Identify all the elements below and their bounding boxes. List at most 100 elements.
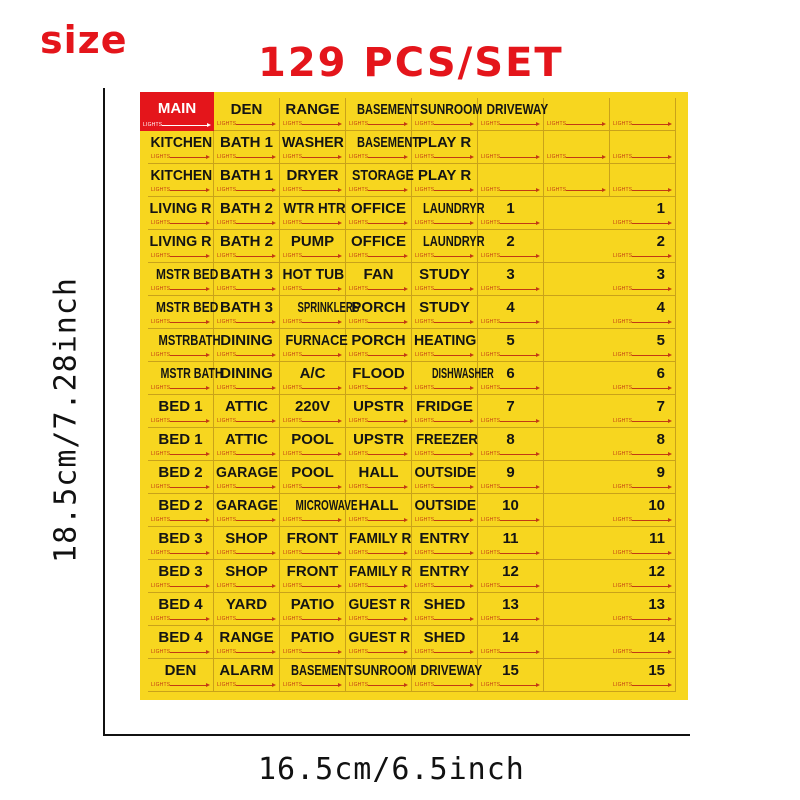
arrow-icon [368,650,408,654]
lights-sublabel: LIGHTS [481,616,501,622]
arrow-icon [170,551,210,555]
sticker-text-value: 4 [656,299,665,316]
sticker-text: 3 [544,267,675,283]
sticker-label: SPRINKLERS LIGHTS [280,296,359,329]
lights-sublabel: LIGHTS [613,451,633,457]
sticker-text: FLOOD [346,366,411,382]
sticker-label: 6 LIGHTS [544,362,676,395]
arrow-icon [236,122,276,126]
arrow-icon [434,221,474,225]
sticker-text: SUNROOM [346,663,416,679]
sticker-text: BED 3 [148,531,213,547]
sticker-label: HEATING LIGHTS [412,329,478,362]
lights-sublabel: LIGHTS [415,187,435,193]
sticker-text [478,168,543,184]
sticker-text-value: OUTSIDE [414,497,477,514]
arrow-icon [170,584,210,588]
sticker-label: LIVING R LIGHTS [148,230,214,263]
arrow-icon [368,683,408,687]
sticker-text-value: 4 [506,299,515,316]
lights-sublabel: LIGHTS [547,121,567,127]
sticker-text: SPRINKLERS [280,300,359,316]
lights-sublabel: LIGHTS [349,220,369,226]
arrow-icon [236,518,276,522]
sticker-text-value: 12 [502,563,519,580]
sticker-text: UPSTR [346,432,411,448]
arrow-icon [632,320,672,324]
sticker-text: PATIO [280,597,345,613]
sticker-label: BED 4 LIGHTS [148,593,214,626]
lights-sublabel: LIGHTS [283,682,303,688]
lights-sublabel: LIGHTS [217,583,237,589]
lights-sublabel: LIGHTS [151,484,171,490]
sticker-text-value: PLAY R [417,134,472,151]
lights-sublabel: LIGHTS [349,583,369,589]
sticker-label: FRONT LIGHTS [280,527,346,560]
lights-sublabel: LIGHTS [415,583,435,589]
sticker-label: FAMILY R LIGHTS [346,527,412,560]
sticker-text-value: STORAGE [351,167,414,184]
sticker-label: 1 LIGHTS [544,197,676,230]
sticker-text: BATH 3 [214,300,279,316]
sticker-text-value: OUTSIDE [414,464,477,481]
sticker-text: DRIVEWAY [478,102,548,118]
sticker-label: BED 2 LIGHTS [148,494,214,527]
sticker-text: SHOP [214,564,279,580]
sticker-label: A/C LIGHTS [280,362,346,395]
sticker-text: BATH 1 [214,168,279,184]
sticker-text: DRIVEWAY [412,663,482,679]
sticker-text: MSTR BED [148,300,218,316]
sticker-label: LIGHTS [478,164,544,197]
sticker-text: FREEZER [412,432,478,448]
arrow-icon [368,353,408,357]
lights-sublabel: LIGHTS [613,517,633,523]
sticker-label: 14 LIGHTS [544,626,676,659]
sticker-text: MICROWAVE [280,498,358,514]
arrow-icon [302,287,342,291]
arrow-icon [566,188,606,192]
arrow-icon [500,155,540,159]
sticker-label: 10 LIGHTS [544,494,676,527]
arrow-icon [302,386,342,390]
sticker-text-value: ENTRY [419,530,470,547]
sticker-text [544,102,609,118]
sticker-text-value: MAIN [157,100,197,117]
arrow-icon [632,518,672,522]
sticker-label: MSTRBATH LIGHTS [148,329,221,362]
sticker-text: STUDY [412,267,477,283]
arrow-icon [170,650,210,654]
lights-sublabel: LIGHTS [349,517,369,523]
sticker-label: STUDY LIGHTS [412,263,478,296]
sticker-text-value: BATH 3 [219,266,274,283]
lights-sublabel: LIGHTS [143,122,163,128]
arrow-icon [500,518,540,522]
sticker-text-value: DINING [220,332,273,349]
sticker-label: 13 LIGHTS [478,593,544,626]
lights-sublabel: LIGHTS [481,154,501,160]
sticker-text-value: HALL [358,464,399,481]
sticker-text-value: 13 [502,596,519,613]
arrow-icon [368,320,408,324]
sticker-text-value: 1 [656,200,665,217]
lights-sublabel: LIGHTS [217,187,237,193]
arrow-icon [236,188,276,192]
arrow-icon [368,617,408,621]
arrow-icon [434,287,474,291]
arrow-icon [632,386,672,390]
sticker-label: 8 LIGHTS [478,428,544,461]
arrow-icon [236,452,276,456]
lights-sublabel: LIGHTS [151,418,171,424]
arrow-icon [170,419,210,423]
arrow-icon [302,650,342,654]
sticker-text: FAMILY R [346,564,411,580]
lights-sublabel: LIGHTS [283,517,303,523]
sticker-label: GUEST R LIGHTS [346,593,412,626]
sticker-text-value: BASEMENT [357,134,420,151]
sticker-text: OFFICE [346,201,411,217]
lights-sublabel: LIGHTS [613,682,633,688]
lights-sublabel: LIGHTS [547,187,567,193]
lights-sublabel: LIGHTS [217,682,237,688]
arrow-icon [434,155,474,159]
lights-sublabel: LIGHTS [349,649,369,655]
lights-sublabel: LIGHTS [151,517,171,523]
